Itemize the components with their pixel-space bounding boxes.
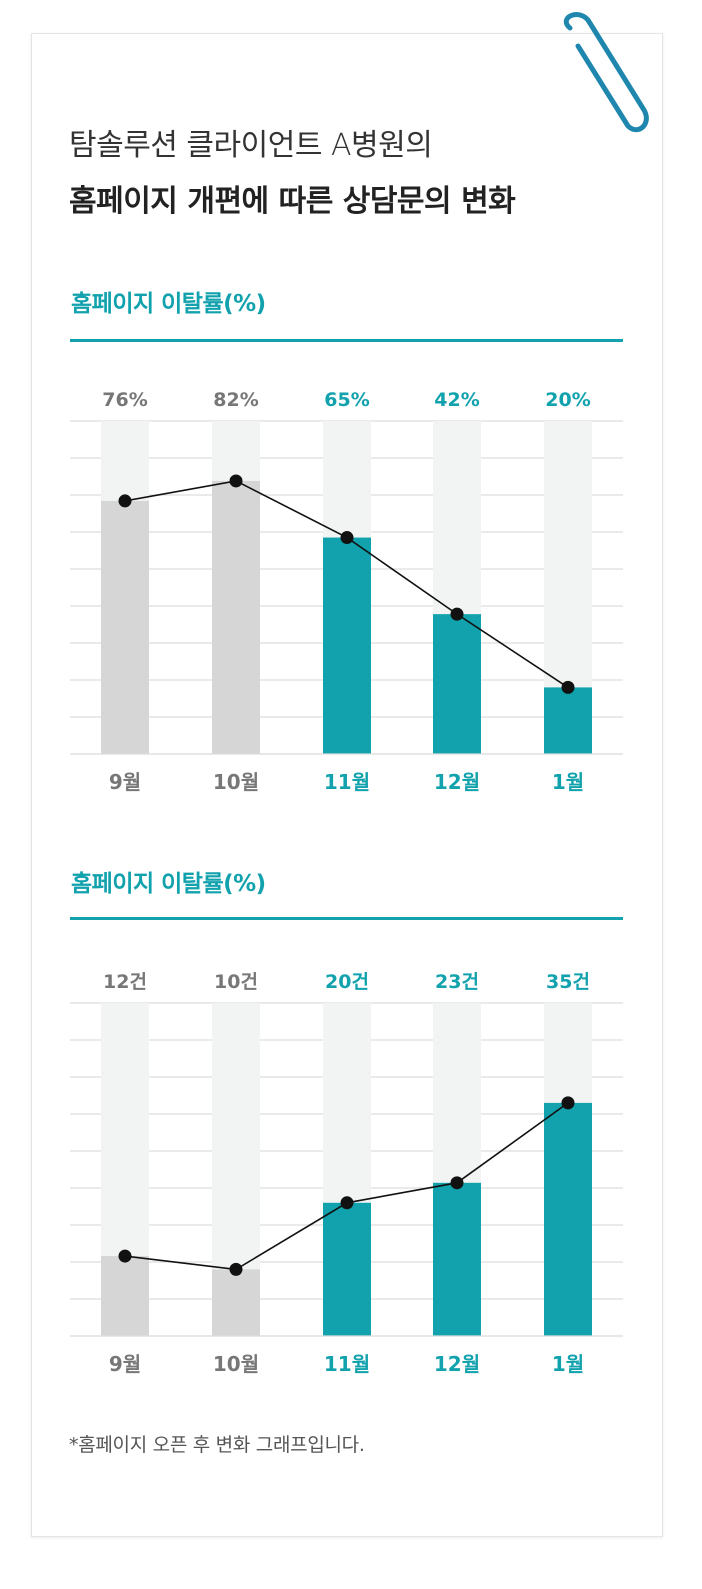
paperclip-icon (563, 12, 649, 133)
bar (544, 687, 592, 754)
bar (212, 1269, 260, 1336)
category-label: 12월 (434, 770, 480, 794)
title-line-1: 탐솔루션 클라이언트 A병원의 (69, 128, 433, 163)
trend-point (118, 1249, 132, 1263)
bar (323, 1202, 371, 1336)
chart-1-title: 홈페이지 이탈률(%) (71, 291, 266, 317)
value-label: 23건 (435, 971, 479, 993)
bar (323, 537, 371, 754)
trend-point (450, 1176, 464, 1190)
value-label: 12건 (103, 971, 147, 993)
trend-point (118, 494, 132, 508)
chart-1-title-rule (70, 339, 623, 342)
bar (544, 1102, 592, 1336)
category-label: 10월 (213, 1352, 259, 1376)
value-label: 76% (102, 389, 147, 411)
bar (433, 614, 481, 754)
category-label: 12월 (434, 1352, 480, 1376)
value-label: 20건 (325, 971, 369, 993)
category-label: 11월 (324, 770, 370, 794)
category-label: 9월 (109, 1352, 141, 1376)
footnote: *홈페이지 오픈 후 변화 그래프입니다. (69, 1434, 365, 1456)
bar (101, 1256, 149, 1336)
chart-1: 76% 9월 82% 10월 65% 11월 42% 12월 20% 1월 (0, 380, 702, 800)
value-label: 82% (213, 389, 258, 411)
chart-1-svg: 76% 9월 82% 10월 65% 11월 42% 12월 20% 1월 (70, 389, 623, 794)
trend-point (561, 1096, 575, 1110)
trend-point (229, 1262, 243, 1276)
trend-point (450, 607, 464, 621)
value-label: 65% (324, 389, 369, 411)
category-label: 10월 (213, 770, 259, 794)
trend-point (229, 474, 243, 488)
category-label: 9월 (109, 770, 141, 794)
chart-2-title-rule (70, 917, 623, 920)
value-label: 20% (545, 389, 590, 411)
chart-2: 12건 9월 10건 10월 20건 11월 23건 12월 35건 1월 (0, 962, 702, 1382)
trend-point (340, 531, 354, 545)
value-label: 35건 (546, 971, 590, 993)
trend-point (561, 680, 575, 694)
value-label: 10건 (214, 971, 258, 993)
bar (433, 1182, 481, 1336)
bar (101, 500, 149, 754)
chart-2-svg: 12건 9월 10건 10월 20건 11월 23건 12월 35건 1월 (70, 971, 623, 1376)
category-label: 11월 (324, 1352, 370, 1376)
category-label: 1월 (552, 770, 584, 794)
category-label: 1월 (552, 1352, 584, 1376)
chart-2-title: 홈페이지 이탈률(%) (71, 871, 266, 897)
value-label: 42% (434, 389, 479, 411)
title-line-2: 홈페이지 개편에 따른 상담문의 변화 (69, 184, 516, 219)
trend-point (340, 1196, 354, 1210)
bar (212, 480, 260, 754)
